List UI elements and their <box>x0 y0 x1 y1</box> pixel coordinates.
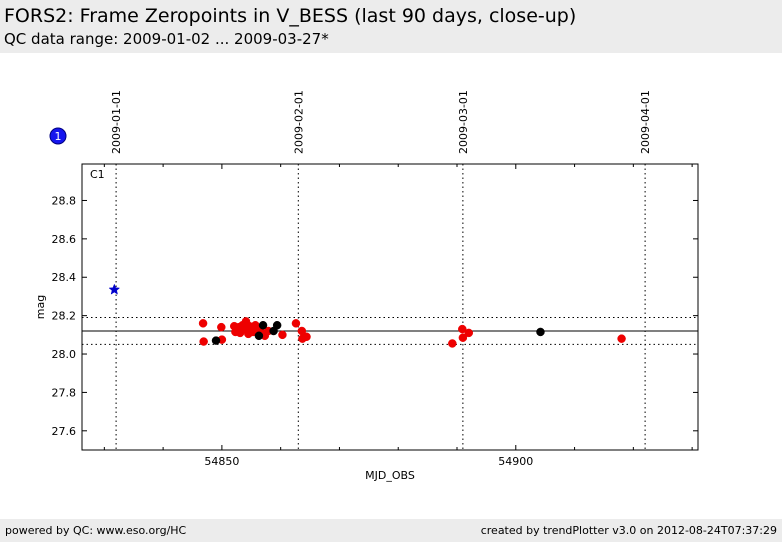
top-date-label: 2009-02-01 <box>292 90 305 154</box>
data-point-red <box>448 339 457 348</box>
data-point-black <box>272 320 282 330</box>
data-point-black <box>254 331 264 341</box>
top-date-label: 2009-04-01 <box>639 90 652 154</box>
top-date-label: 2009-01-01 <box>110 90 123 154</box>
top-date-label: 2009-03-01 <box>457 90 470 154</box>
y-tick-label: 28.4 <box>52 271 77 284</box>
data-point-red <box>617 334 626 343</box>
footer-bar: powered by QC: www.eso.org/HC created by… <box>0 519 782 542</box>
x-tick-label: 54900 <box>498 455 533 468</box>
data-point-star <box>108 283 121 295</box>
y-tick-label: 28.0 <box>52 348 77 361</box>
y-axis-label: mag <box>34 295 47 319</box>
plot-frame <box>81 163 699 451</box>
data-point-red <box>217 322 226 332</box>
data-point-black <box>258 320 268 330</box>
page-title: FORS2: Frame Zeropoints in V_BESS (last … <box>4 5 577 27</box>
y-tick-label: 28.6 <box>52 233 77 246</box>
zeropoint-chart: 1 C1 MJD_OBS mag 2009-01-01 2009-02-01 200… <box>34 90 699 482</box>
x-axis-label: MJD_OBS <box>365 469 415 482</box>
y-tick-label: 28.8 <box>52 194 77 207</box>
page-subtitle: QC data range: 2009-01-02 ... 2009-03-27… <box>4 30 329 48</box>
data-point-red <box>464 328 474 338</box>
footer-powered-by: powered by QC: www.eso.org/HC <box>5 524 187 537</box>
y-tick-label: 28.2 <box>52 310 77 323</box>
panel-label: C1 <box>90 168 105 181</box>
data-point-red <box>302 332 311 342</box>
x-tick-label: 54850 <box>204 455 239 468</box>
y-tick-label: 27.6 <box>52 425 77 438</box>
data-point-red <box>278 330 287 340</box>
data-point-red <box>291 319 301 328</box>
data-point-red <box>198 319 208 328</box>
data-point-red <box>458 333 468 342</box>
data-point-black <box>211 336 221 345</box>
footer-created-by: created by trendPlotter v3.0 on 2012-08-… <box>480 524 777 537</box>
data-point-red <box>199 337 208 346</box>
y-tick-label: 27.8 <box>52 386 77 399</box>
panel-badge-circle[interactable] <box>49 127 67 145</box>
data-point-red <box>458 324 467 334</box>
header-bar: FORS2: Frame Zeropoints in V_BESS (last … <box>0 0 782 53</box>
panel-badge-label: 1 <box>55 130 62 143</box>
data-point-black <box>536 327 545 337</box>
